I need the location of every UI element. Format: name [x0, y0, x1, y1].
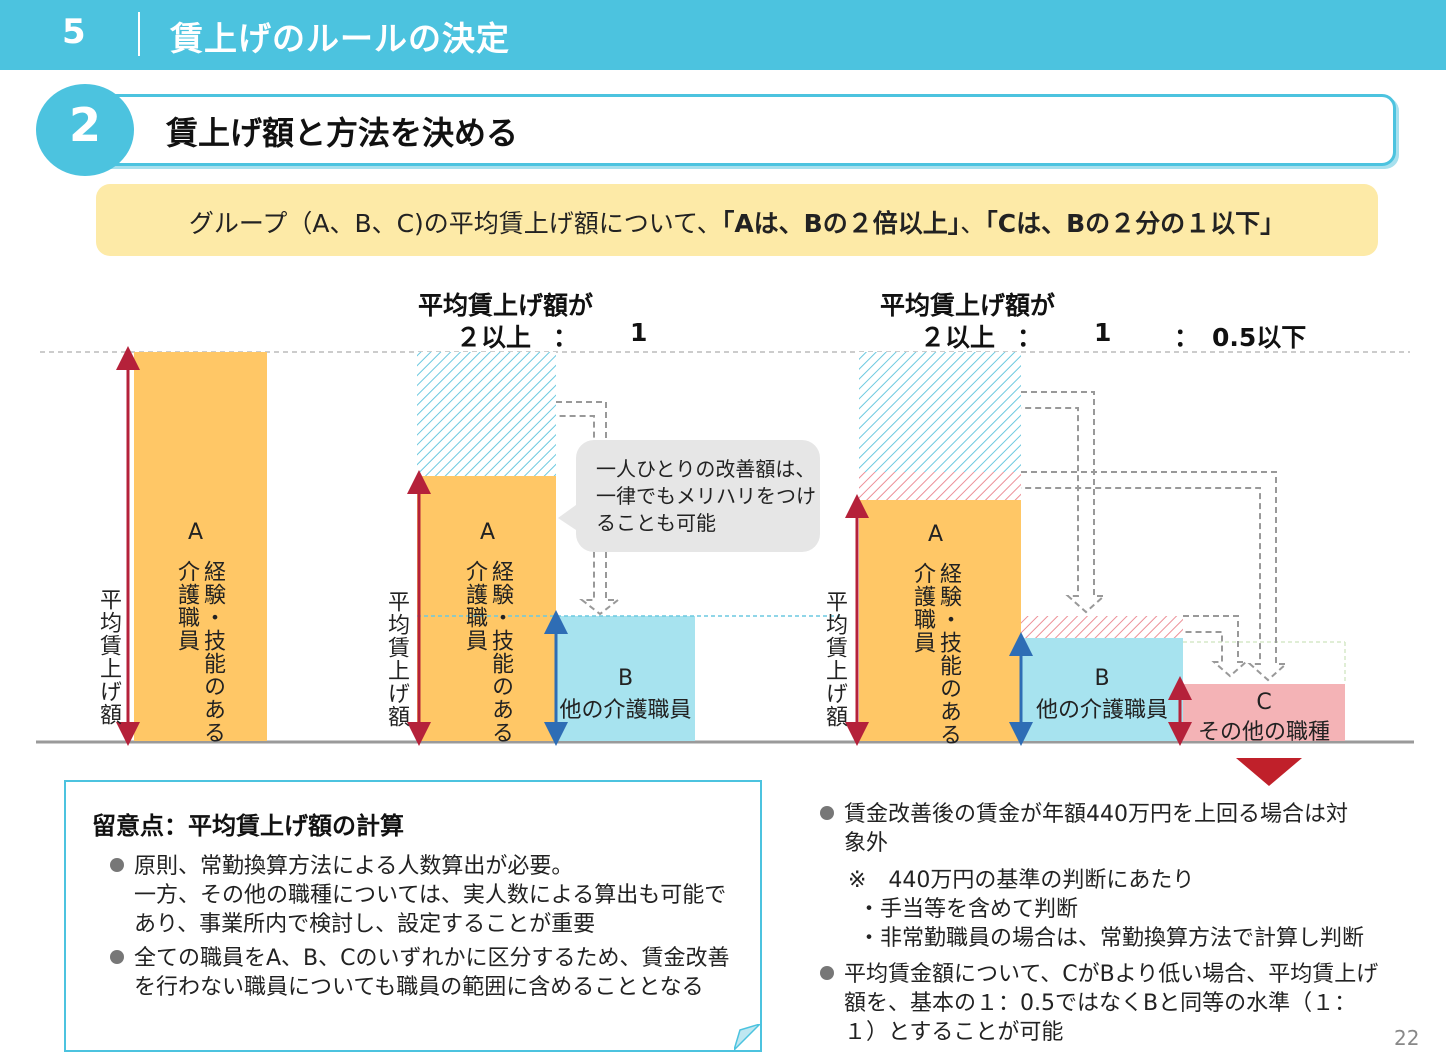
bar-a-2 — [417, 476, 556, 741]
section-heading-box — [92, 94, 1396, 166]
callout-pointer — [558, 505, 576, 530]
group-b-letter-2: B — [617, 666, 634, 691]
notes-bullet-1-line-1: 原則、常勤換算方法による人数算出が必要。 — [134, 854, 574, 879]
bullet-dot — [110, 858, 124, 872]
banner-prefix: グループ（A、B、C)の平均賃上げ額について、 — [188, 209, 722, 238]
bar-b-3 — [1021, 638, 1183, 741]
bar-a-3-hatched-blue — [859, 352, 1021, 472]
heading-3-colon-1: ： — [1017, 323, 1043, 352]
callout-bubble — [576, 440, 820, 552]
heading-2-ratio-a: ２以上 — [456, 323, 532, 352]
right-bullet-2-line-2: 額を、基本の１：0.5ではなくBと同等の水準（１： — [844, 991, 1357, 1016]
axis-label-2: 平均賃上げ額 — [384, 590, 409, 728]
section-number-circle — [36, 84, 134, 176]
header-divider — [138, 12, 140, 56]
heading-3-line1: 平均賃上げ額が — [880, 291, 1056, 320]
down-arrow-icon — [1236, 758, 1302, 786]
notes-bullet-1: 原則、常勤換算方法による人数算出が必要。 一方、その他の職種については、実人数に… — [110, 852, 726, 939]
callout-text: 一人ひとりの改善額は、一律でもメリハリをつけることも可能 — [596, 457, 816, 535]
axis-label-1: 平均賃上げ額 — [96, 588, 121, 726]
right-subnote-head: ※ 440万円の基準の判断にあたり — [848, 868, 1195, 893]
notes-bullet-1-line-2: 一方、その他の職種については、実人数による算出も可能で — [134, 883, 727, 908]
bar-b-3-hatched-pink — [1021, 616, 1183, 638]
section-title: 賃上げ額と方法を決める — [166, 114, 519, 152]
group-a-desc-2: 経験・技能のある — [488, 560, 513, 744]
chapter-title: 賃上げのルールの決定 — [170, 19, 510, 58]
heading-3-ratio-b: 1 — [1094, 318, 1112, 347]
right-bullet-1-line-2: 象外 — [844, 831, 889, 856]
transfer-arrow-a-to-c-3 — [1021, 471, 1289, 682]
right-bullet-2-line-1: 平均賃金額について、CがBより低い場合、平均賃上げ — [844, 962, 1379, 987]
transfer-arrow-a-to-b-3 — [1021, 391, 1107, 614]
heading-2-ratio-b: 1 — [630, 318, 648, 347]
chapter-number: 5 — [62, 12, 86, 52]
banner-rule-a: 「Aは、Bの２倍以上」 — [721, 209, 961, 238]
group-a-desc-1: 経験・技能のある — [200, 560, 225, 744]
group-a-desc2-2: 介護職員 — [462, 560, 487, 652]
header-bar — [0, 0, 1446, 70]
right-bullet-2-line-3: １）とすることが可能 — [844, 1020, 1064, 1045]
heading-3-ratio-c: 0.5以下 — [1212, 323, 1307, 352]
notes-bullet-2: 全ての職員をA、B、Cのいずれかに区分するため、賃金改善 を行わない職員について… — [110, 944, 730, 1002]
rule-banner — [96, 184, 1378, 256]
wage-diagram — [36, 346, 1414, 746]
group-c-letter: C — [1256, 690, 1272, 715]
bar-a-1 — [134, 352, 267, 741]
group-a-desc2-3: 介護職員 — [910, 562, 935, 654]
heading-2-line1: 平均賃上げ額が — [418, 291, 594, 320]
bar-b-2 — [556, 616, 695, 741]
bar-a-3 — [859, 500, 1021, 741]
right-subnote-1: ・手当等を含めて判断 — [858, 897, 1079, 922]
bar-a-3-hatched-pink — [859, 472, 1021, 500]
notes-bullet-2-line-2: を行わない職員についても職員の範囲に含めることとなる — [134, 975, 704, 1000]
banner-separator: 、 — [960, 209, 986, 238]
group-a-desc-3: 経験・技能のある — [936, 562, 961, 746]
notes-bullet-1-line-3: あり、事業所内で検討し、設定することが重要 — [134, 912, 596, 937]
axis-label-3: 平均賃上げ額 — [822, 590, 847, 728]
bullet-dot — [820, 806, 834, 820]
bullet-dot — [110, 950, 124, 964]
page-number: 22 — [1394, 1026, 1420, 1050]
group-b-letter-3: B — [1094, 666, 1110, 691]
group-c-label: その他の職種 — [1197, 720, 1330, 745]
notes-bullet-2-line-1: 全ての職員をA、B、Cのいずれかに区分するため、賃金改善 — [134, 946, 730, 971]
notes-box — [64, 780, 762, 1052]
heading-3-ratio-a: ２以上 — [920, 323, 996, 352]
right-bullet-1: 賃金改善後の賃金が年額440万円を上回る場合は対 象外 — [820, 800, 1348, 858]
bar-c-3 — [1183, 684, 1345, 741]
transfer-arrow-b-to-c-3 — [1183, 615, 1249, 678]
notes-title: 留意点：平均賃上げ額の計算 — [92, 812, 404, 840]
page-curl-icon — [734, 1024, 760, 1050]
group-a-letter-3: A — [928, 522, 944, 547]
group-a-letter-2: A — [480, 520, 496, 545]
bar-a-2-hatched — [417, 352, 556, 476]
group-a-letter-1: A — [188, 520, 204, 545]
heading-2-colon: ： — [553, 323, 579, 352]
right-bullet-2: 平均賃金額について、CがBより低い場合、平均賃上げ 額を、基本の１：0.5ではな… — [820, 960, 1378, 1047]
bullet-dot — [820, 966, 834, 980]
right-bullet-1-line-1: 賃金改善後の賃金が年額440万円を上回る場合は対 — [844, 802, 1348, 827]
right-subnote-2: ・非常勤職員の場合は、常勤換算方法で計算し判断 — [858, 926, 1365, 951]
group-b-label-2: 他の介護職員 — [559, 698, 692, 723]
group-b-label-3: 他の介護職員 — [1035, 698, 1168, 723]
rule-banner-text: グループ（A、B、C)の平均賃上げ額について、「Aは、Bの２倍以上」、「Cは、B… — [96, 204, 1378, 240]
right-subnote: ※ 440万円の基準の判断にあたり ・手当等を含めて判断 ・非常勤職員の場合は、… — [848, 866, 1364, 953]
banner-rule-c: 「Cは、Bの２分の１以下」 — [985, 209, 1286, 238]
section-number: 2 — [68, 98, 101, 152]
heading-3-colon-2: ： — [1174, 323, 1200, 352]
group-a-desc2-1: 介護職員 — [174, 560, 199, 652]
